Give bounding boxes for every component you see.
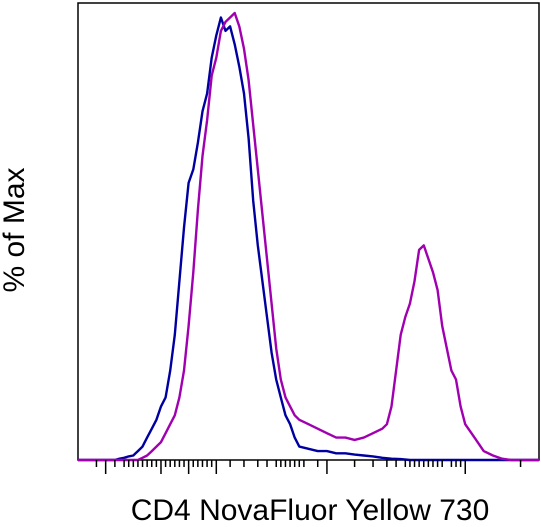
series-layer bbox=[78, 11, 539, 462]
plot-area-border bbox=[77, 2, 540, 461]
plot-frame bbox=[77, 2, 540, 461]
histogram-series-1 bbox=[78, 16, 539, 462]
histogram-series-2 bbox=[78, 11, 539, 462]
x-axis-ticks bbox=[95, 460, 522, 474]
y-axis-title: % of Max bbox=[0, 167, 31, 292]
x-axis-title: CD4 NovaFluor Yellow 730 bbox=[131, 494, 490, 527]
